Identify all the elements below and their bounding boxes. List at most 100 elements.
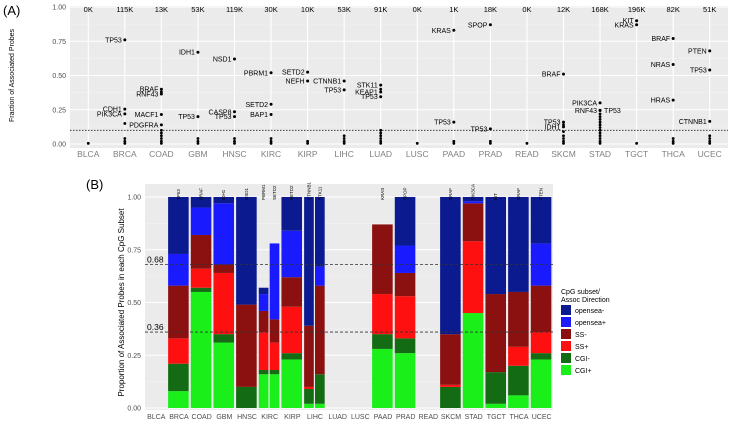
panel-b-label: (B) xyxy=(86,177,103,192)
point-label: CTNNB1 xyxy=(679,119,707,126)
legend-swatch xyxy=(561,305,571,315)
data-point xyxy=(452,141,456,145)
data-point-labeled xyxy=(196,50,200,54)
data-point-labeled xyxy=(159,87,163,91)
bar-segment-SSplus xyxy=(168,338,189,364)
point-label: TP53 xyxy=(324,87,341,94)
data-point-labeled xyxy=(269,102,273,106)
data-point-labeled xyxy=(635,23,639,27)
x-tick-label-a: BRCA xyxy=(113,149,137,159)
count-label: 196K xyxy=(628,5,646,14)
point-label: PBRM1 xyxy=(244,70,268,77)
bar-segment-CGIminus xyxy=(394,338,416,354)
data-point-labeled xyxy=(598,101,602,105)
data-point xyxy=(233,139,236,143)
count-label: 91K xyxy=(374,5,387,14)
bar-segment-CGIplus xyxy=(462,313,484,408)
bar-gene-label: TP53 xyxy=(176,189,181,200)
data-point-labeled xyxy=(379,83,383,87)
point-label: PIK3CA xyxy=(572,100,597,107)
x-tick-label-b: LUAD xyxy=(328,414,347,421)
x-tick-label-a: KIRC xyxy=(261,149,281,159)
data-point xyxy=(452,139,456,143)
x-tick-label-b: GBM xyxy=(216,414,232,421)
point-label: CTNNB1 xyxy=(313,78,341,85)
point-label: KIT xyxy=(623,18,635,25)
x-tick-label-b: HNSC xyxy=(237,414,257,421)
count-label: 13K xyxy=(155,5,168,14)
data-point xyxy=(598,141,602,145)
data-point xyxy=(598,139,602,143)
data-point-labeled xyxy=(233,115,236,119)
point-label: RNF43 xyxy=(575,108,597,115)
bar-segment-openseaminus xyxy=(213,197,235,204)
x-tick-label-a: PRAD xyxy=(479,149,503,159)
bar-segment-CGIminus xyxy=(281,353,303,360)
data-point xyxy=(708,139,712,143)
y-tick-label-b: 0.50 xyxy=(127,300,141,307)
data-point xyxy=(598,126,602,129)
legend-item-label: opensea+ xyxy=(575,320,606,327)
bar-segment-CGIplus xyxy=(213,342,235,408)
x-tick-label-b: THCA xyxy=(509,414,528,421)
count-label: 115K xyxy=(116,5,133,14)
x-tick-label-a: LUAD xyxy=(369,149,392,159)
data-point xyxy=(708,137,712,140)
data-point xyxy=(269,137,273,140)
point-label: TP53 xyxy=(690,68,707,75)
bar-segment-SSminus xyxy=(190,234,212,269)
bar-segment-openseaplus xyxy=(281,230,303,278)
point-label: TP53 xyxy=(604,108,621,115)
bar-segment-SSminus xyxy=(213,264,235,273)
data-point xyxy=(342,141,346,145)
point-label: SETD2 xyxy=(245,102,268,109)
point-label: TP53 xyxy=(471,126,488,133)
data-point xyxy=(196,141,200,145)
legend-item-label: SS- xyxy=(575,332,587,339)
data-point-labeled xyxy=(671,98,675,102)
x-tick-label-b: KIRC xyxy=(261,414,278,421)
x-tick-label-a: HNSC xyxy=(222,149,246,159)
bar-segment-CGIplus xyxy=(394,353,416,408)
data-point xyxy=(379,87,383,91)
y-tick-label-b: 0.25 xyxy=(127,353,141,360)
bar-segment-openseaminus xyxy=(258,287,269,295)
data-point-labeled xyxy=(562,125,565,129)
count-label: 53K xyxy=(337,5,350,14)
data-point-labeled xyxy=(562,72,565,76)
bar-segment-openseaplus xyxy=(213,203,235,265)
bar-segment-CGIminus xyxy=(269,370,280,375)
point-label: RNF43 xyxy=(136,91,158,98)
data-point-labeled xyxy=(452,120,456,124)
bar-segment-SSminus xyxy=(281,277,303,307)
point-label: KRAS xyxy=(615,22,634,29)
data-point xyxy=(598,117,602,121)
data-point xyxy=(269,139,273,143)
bar-segment-SSplus xyxy=(440,384,461,387)
bar-segment-CGIplus xyxy=(315,403,325,408)
bar-segment-CGIplus xyxy=(485,403,507,408)
data-point xyxy=(598,120,602,124)
bar-gene-label: NSD1 xyxy=(244,187,249,200)
data-point xyxy=(598,134,602,138)
data-point xyxy=(159,137,163,140)
data-point xyxy=(708,134,712,138)
data-point-labeled xyxy=(123,38,127,42)
data-point-labeled xyxy=(123,112,127,116)
x-tick-label-b: COAD xyxy=(192,414,212,421)
bar-segment-SSminus xyxy=(236,304,257,387)
data-point xyxy=(598,115,602,118)
data-point xyxy=(159,139,163,143)
point-label: TP53 xyxy=(361,94,378,101)
bar-segment-CGIminus xyxy=(236,386,257,408)
panel-a-label: (A) xyxy=(3,3,20,18)
data-point xyxy=(196,139,200,143)
bar-segment-openseaminus xyxy=(168,197,189,254)
data-point-labeled xyxy=(708,49,712,53)
x-tick-label-b: STAD xyxy=(465,414,483,421)
data-point xyxy=(86,141,90,145)
data-point xyxy=(159,141,163,145)
count-label: 0K xyxy=(413,5,422,14)
count-label: 119K xyxy=(226,5,243,14)
plot-area-a xyxy=(70,6,728,148)
